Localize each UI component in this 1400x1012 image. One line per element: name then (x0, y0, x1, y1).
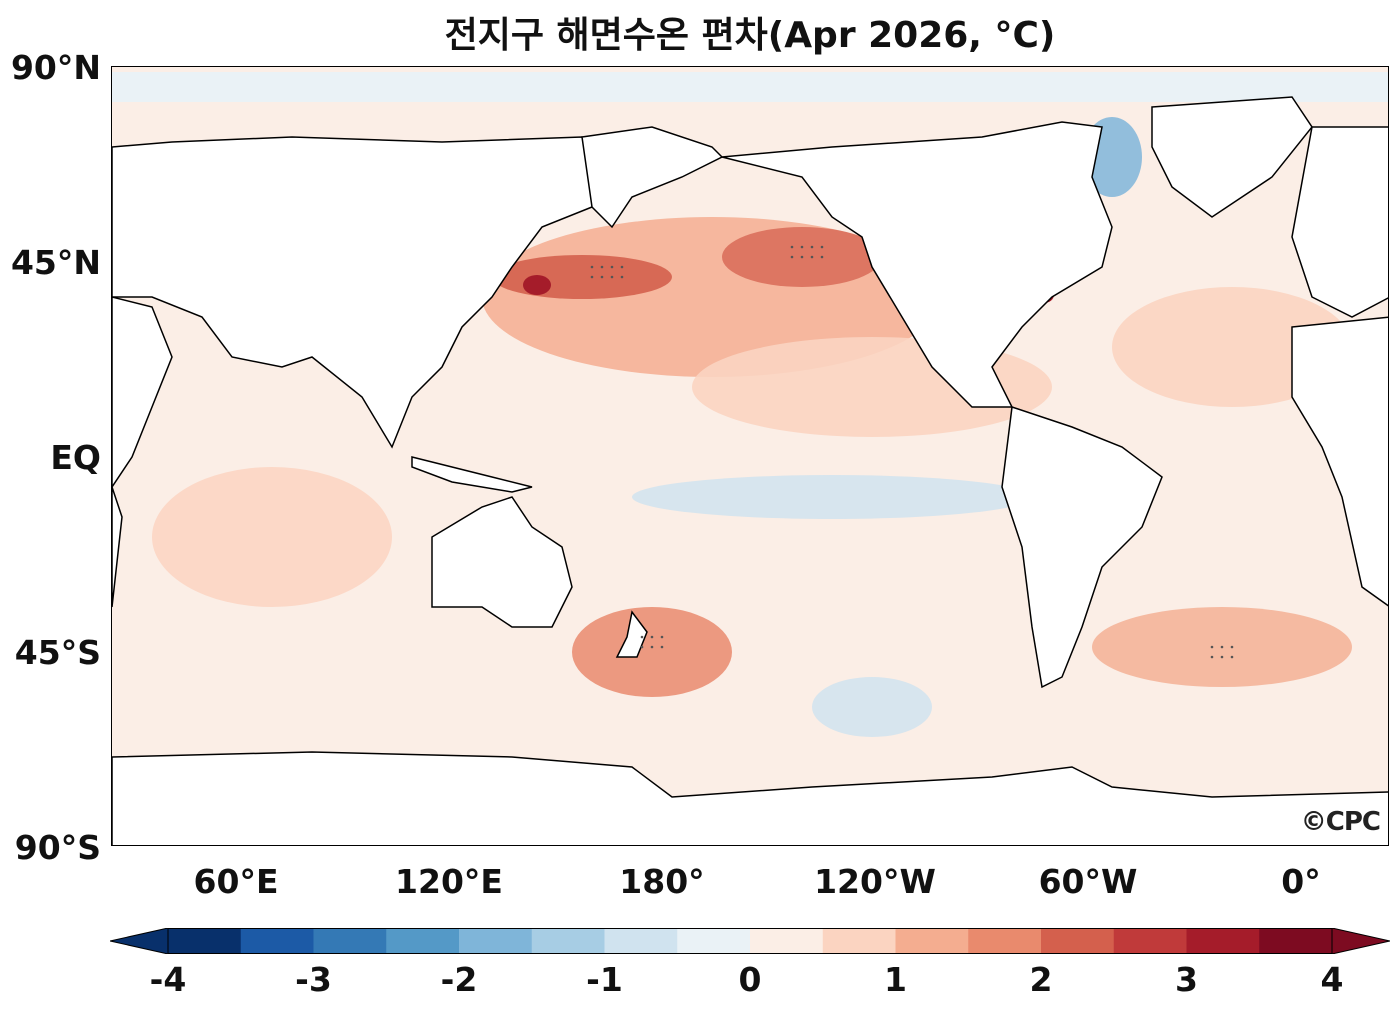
colorbar-tick-label: -4 (149, 960, 187, 999)
y-tick-45n: 45°N (10, 243, 101, 282)
land-new-zealand (615, 610, 648, 658)
colorbar-tick-label: -3 (295, 960, 332, 999)
colorbar-bin (386, 928, 460, 954)
land-north-america (721, 121, 1113, 408)
colorbar-bin (750, 928, 824, 954)
colorbar (110, 928, 1390, 954)
cool-equatorial-pacific (632, 475, 1032, 519)
colorbar-tick-label: 0 (738, 960, 762, 999)
land-africa-east (112, 296, 173, 489)
x-tick-180: 180° (619, 862, 705, 901)
land-eurasia-west (112, 136, 613, 449)
colorbar-bin (168, 928, 242, 954)
warm-sw-pacific (572, 607, 732, 697)
colorbar-extend-min (110, 928, 169, 954)
map-title: 전지구 해면수온 편차(Apr 2026, °C) (444, 15, 1056, 56)
colorbar-bin (1113, 928, 1187, 954)
colorbar-bin (240, 928, 314, 954)
warm-indian (152, 467, 392, 607)
colorbar-bin (459, 928, 533, 954)
colorbar-tick-label: 2 (1029, 960, 1053, 999)
land-greenland (1151, 96, 1313, 218)
land-south-america (1001, 405, 1163, 689)
land-europe (1291, 126, 1388, 318)
colorbar-bin (531, 928, 605, 954)
land-africa-west (1291, 316, 1388, 607)
colorbar-bin (677, 928, 751, 954)
warm-kuroshio (492, 255, 672, 299)
y-tick-eq: EQ (50, 438, 101, 477)
colorbar-bin (822, 928, 896, 954)
map-svg (112, 67, 1388, 845)
sst-anomaly-map: ©CPC (111, 66, 1389, 846)
y-tick-90s: 90°S (14, 828, 101, 867)
x-tick-60w: 60°W (1038, 862, 1138, 901)
colorbar-tick-label: 4 (1320, 960, 1344, 999)
land-antarctica (112, 751, 1388, 845)
land-siberia (581, 126, 724, 229)
y-tick-90n: 90°N (10, 48, 101, 87)
colorbar-tick-label: 3 (1175, 960, 1198, 999)
hot-spot-japan (523, 275, 551, 295)
colorbar-bin (968, 928, 1042, 954)
colorbar-bin (895, 928, 969, 954)
colorbar-tick-label: -2 (440, 960, 478, 999)
colorbar-extend-max (1331, 928, 1390, 954)
x-tick-120e: 120°E (395, 862, 503, 901)
land-africa-south (112, 486, 123, 608)
x-tick-0: 0° (1281, 862, 1321, 901)
colorbar-bin (604, 928, 678, 954)
colorbar-bin (1259, 928, 1333, 954)
colorbar-bin (1041, 928, 1115, 954)
arctic-band (112, 72, 1388, 102)
colorbar-outline (167, 928, 1333, 954)
colorbar-bin (1186, 928, 1260, 954)
x-tick-60e: 60°E (193, 862, 279, 901)
land-australia (431, 496, 573, 628)
land-indonesia (411, 456, 533, 493)
land (112, 96, 1388, 845)
cool-south-pacific (812, 677, 932, 737)
cpc-logo: ©CPC (1300, 807, 1381, 837)
colorbar-bin (313, 928, 387, 954)
y-tick-45s: 45°S (14, 633, 101, 672)
x-tick-120w: 120°W (814, 862, 936, 901)
colorbar-tick-label: 1 (884, 960, 907, 999)
stipple-dots (590, 245, 1234, 659)
colorbar-tick-label: -1 (586, 960, 623, 999)
